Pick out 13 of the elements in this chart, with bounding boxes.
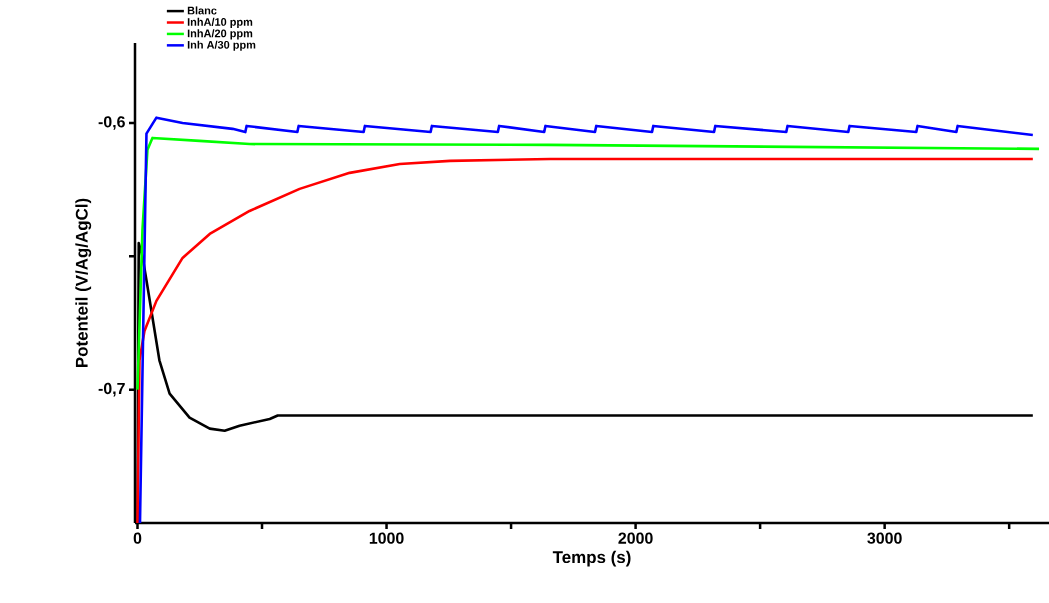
- legend-label: Inh A/30 ppm: [187, 40, 256, 51]
- y-tick-label: -0,6: [98, 116, 125, 130]
- line-series: [136, 136, 1041, 391]
- x-tick-label: 0: [133, 532, 142, 544]
- y-axis-title: Potenteil (V/Ag/AgCl): [75, 198, 92, 368]
- x-axis-title: Temps (s): [552, 550, 631, 567]
- x-tick-label: 3000: [867, 532, 902, 544]
- legend-label: InhA/20 ppm: [187, 29, 253, 40]
- x-tick-label: 2000: [618, 532, 653, 544]
- legend-label: Blanc: [187, 6, 217, 15]
- y-tick-label: -0,7: [98, 382, 125, 397]
- x-tick-label: 1000: [369, 532, 404, 544]
- legend-label: InhA/10 ppm: [187, 17, 253, 28]
